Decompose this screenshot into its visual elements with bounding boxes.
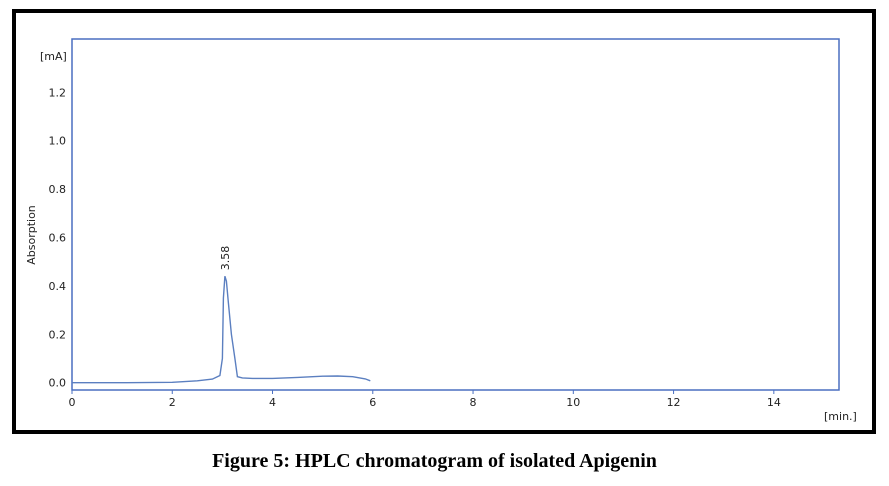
y-tick-label: 1.2: [49, 86, 67, 99]
y-axis-ticks: 0.0 0.2 0.4 0.6 0.8 1.0 1.2: [49, 86, 67, 389]
x-tick-label: 8: [470, 396, 477, 409]
x-tick-label: 2: [169, 396, 176, 409]
y-tick-label: 0.4: [49, 280, 67, 293]
y-tick-label: 0.8: [49, 183, 67, 196]
plot-area: [71, 38, 840, 391]
chromatogram-trace: [72, 275, 371, 384]
y-tick-label: 0.0: [49, 377, 67, 390]
y-tick-label: 0.2: [49, 328, 67, 341]
figure-caption: Figure 5: HPLC chromatogram of isolated …: [212, 450, 657, 472]
figure-frame: 0 2 4 6 8 10 12 14 0.0 0.2 0.4 0.6 0.8 1.0 1.2 3.58 […: [12, 9, 876, 434]
peak-annotations: 3.58: [219, 246, 232, 271]
x-tick-label: 10: [566, 396, 580, 409]
y-unit-label: [mA]: [40, 50, 67, 63]
y-tick-label: 0.6: [49, 231, 67, 244]
y-axis-title: Absorption: [25, 205, 38, 265]
x-tick-label: 14: [767, 396, 781, 409]
x-tick-label: 4: [269, 396, 276, 409]
x-axis-ticks: 0 2 4 6 8 10 12 14: [69, 390, 781, 409]
x-tick-label: 6: [369, 396, 376, 409]
x-tick-label: 0: [69, 396, 76, 409]
chromatogram-chart: 0 2 4 6 8 10 12 14 0.0 0.2 0.4 0.6 0.8 1.0 1.2 3.58 […: [25, 38, 857, 423]
x-tick-label: 12: [667, 396, 681, 409]
y-tick-label: 1.0: [49, 135, 67, 148]
peak-retention-label: 3.58: [219, 246, 232, 271]
x-unit-label: [min.]: [824, 410, 857, 423]
